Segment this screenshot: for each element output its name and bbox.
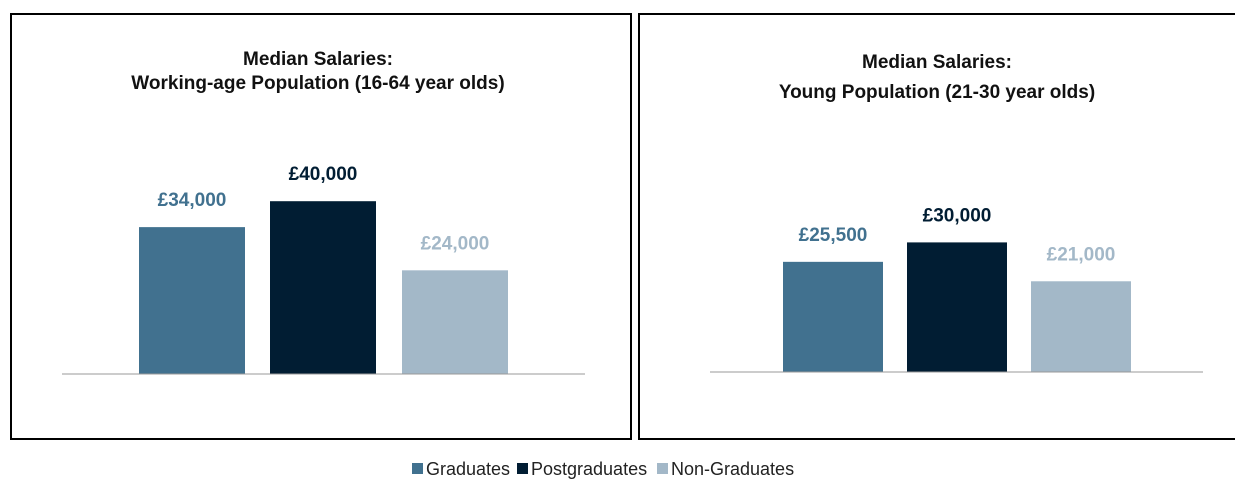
legend-label: Non-Graduates xyxy=(671,459,794,479)
legend-label: Graduates xyxy=(426,459,510,479)
legend-swatch xyxy=(517,463,528,474)
value-label: £21,000 xyxy=(1047,244,1116,265)
panel-frame xyxy=(10,13,632,440)
bar xyxy=(139,227,245,374)
value-label: £40,000 xyxy=(289,164,358,185)
bar xyxy=(783,261,883,372)
value-label: £30,000 xyxy=(923,205,992,226)
panel-frame xyxy=(638,13,1235,440)
chart-subtitle: Young Population (21-30 year olds) xyxy=(779,82,1095,103)
chart-title: Median Salaries: xyxy=(862,52,1012,73)
legend-swatch xyxy=(412,463,423,474)
bar xyxy=(1031,281,1131,372)
bar xyxy=(907,242,1007,372)
chart-subtitle: Working-age Population (16-64 year olds) xyxy=(131,73,504,94)
bar xyxy=(270,201,376,374)
value-label: £24,000 xyxy=(421,233,490,254)
value-label: £34,000 xyxy=(158,190,227,211)
bar xyxy=(402,270,508,374)
value-label: £25,500 xyxy=(799,225,868,246)
legend-swatch xyxy=(657,463,668,474)
chart-title: Median Salaries: xyxy=(243,49,393,70)
legend-label: Postgraduates xyxy=(531,459,647,479)
